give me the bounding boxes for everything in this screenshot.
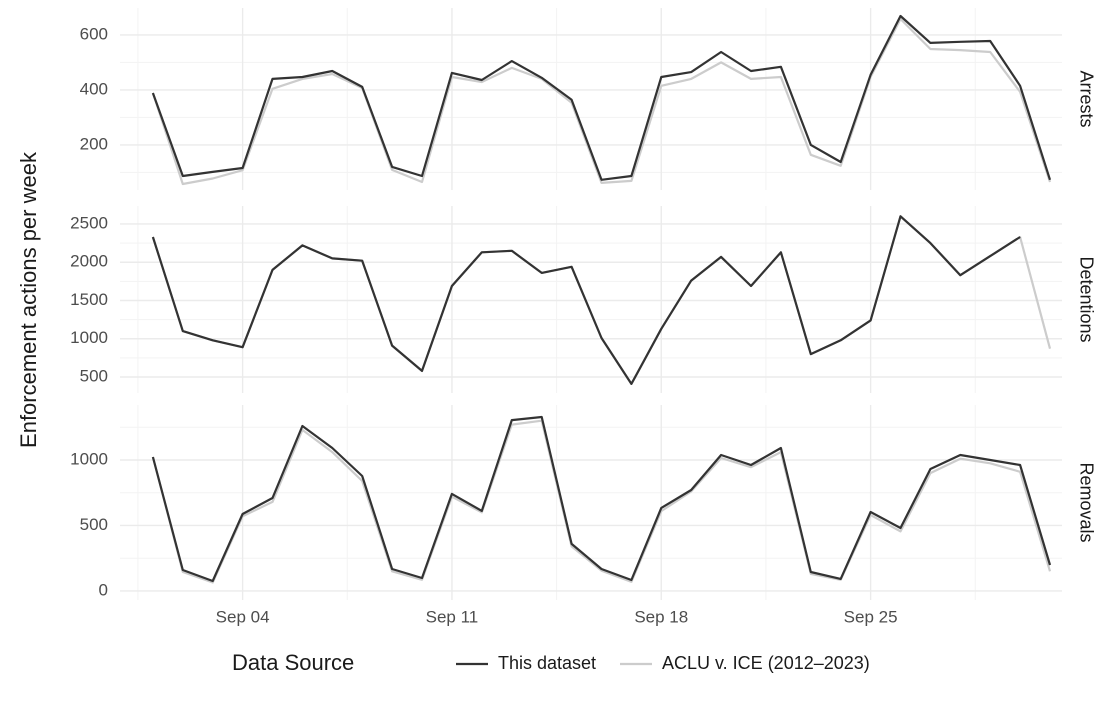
- series-line: [151, 419, 1052, 584]
- y-axis-label: Enforcement actions per week: [16, 151, 41, 448]
- y-tick-label: 400: [80, 79, 108, 98]
- facet-label: Detentions: [1076, 256, 1096, 342]
- series-line: [151, 17, 1052, 186]
- x-tick-label: Sep 18: [634, 607, 688, 626]
- facet-label: Arrests: [1076, 70, 1096, 127]
- y-tick-label: 500: [80, 366, 108, 385]
- facet-label: Removals: [1076, 462, 1096, 542]
- legend-title: Data Source: [232, 650, 354, 675]
- y-tick-label: 1000: [70, 328, 108, 347]
- y-tick-label: 1500: [70, 290, 108, 309]
- y-tick-label: 500: [80, 515, 108, 534]
- y-tick-label: 200: [80, 134, 108, 153]
- y-tick-label: 2500: [70, 213, 108, 232]
- y-tick-label: 600: [80, 24, 108, 43]
- y-tick-label: 1000: [70, 449, 108, 468]
- legend-label: ACLU v. ICE (2012–2023): [662, 653, 870, 673]
- x-tick-label: Sep 11: [426, 607, 479, 626]
- y-tick-label: 2000: [70, 252, 108, 271]
- series-line: [151, 415, 1052, 583]
- series-line: [151, 14, 1052, 181]
- x-tick-label: Sep 25: [844, 607, 898, 626]
- legend-label: This dataset: [498, 653, 596, 673]
- x-tick-label: Sep 04: [216, 607, 270, 626]
- y-tick-label: 0: [99, 580, 108, 599]
- series-line: [151, 215, 1021, 385]
